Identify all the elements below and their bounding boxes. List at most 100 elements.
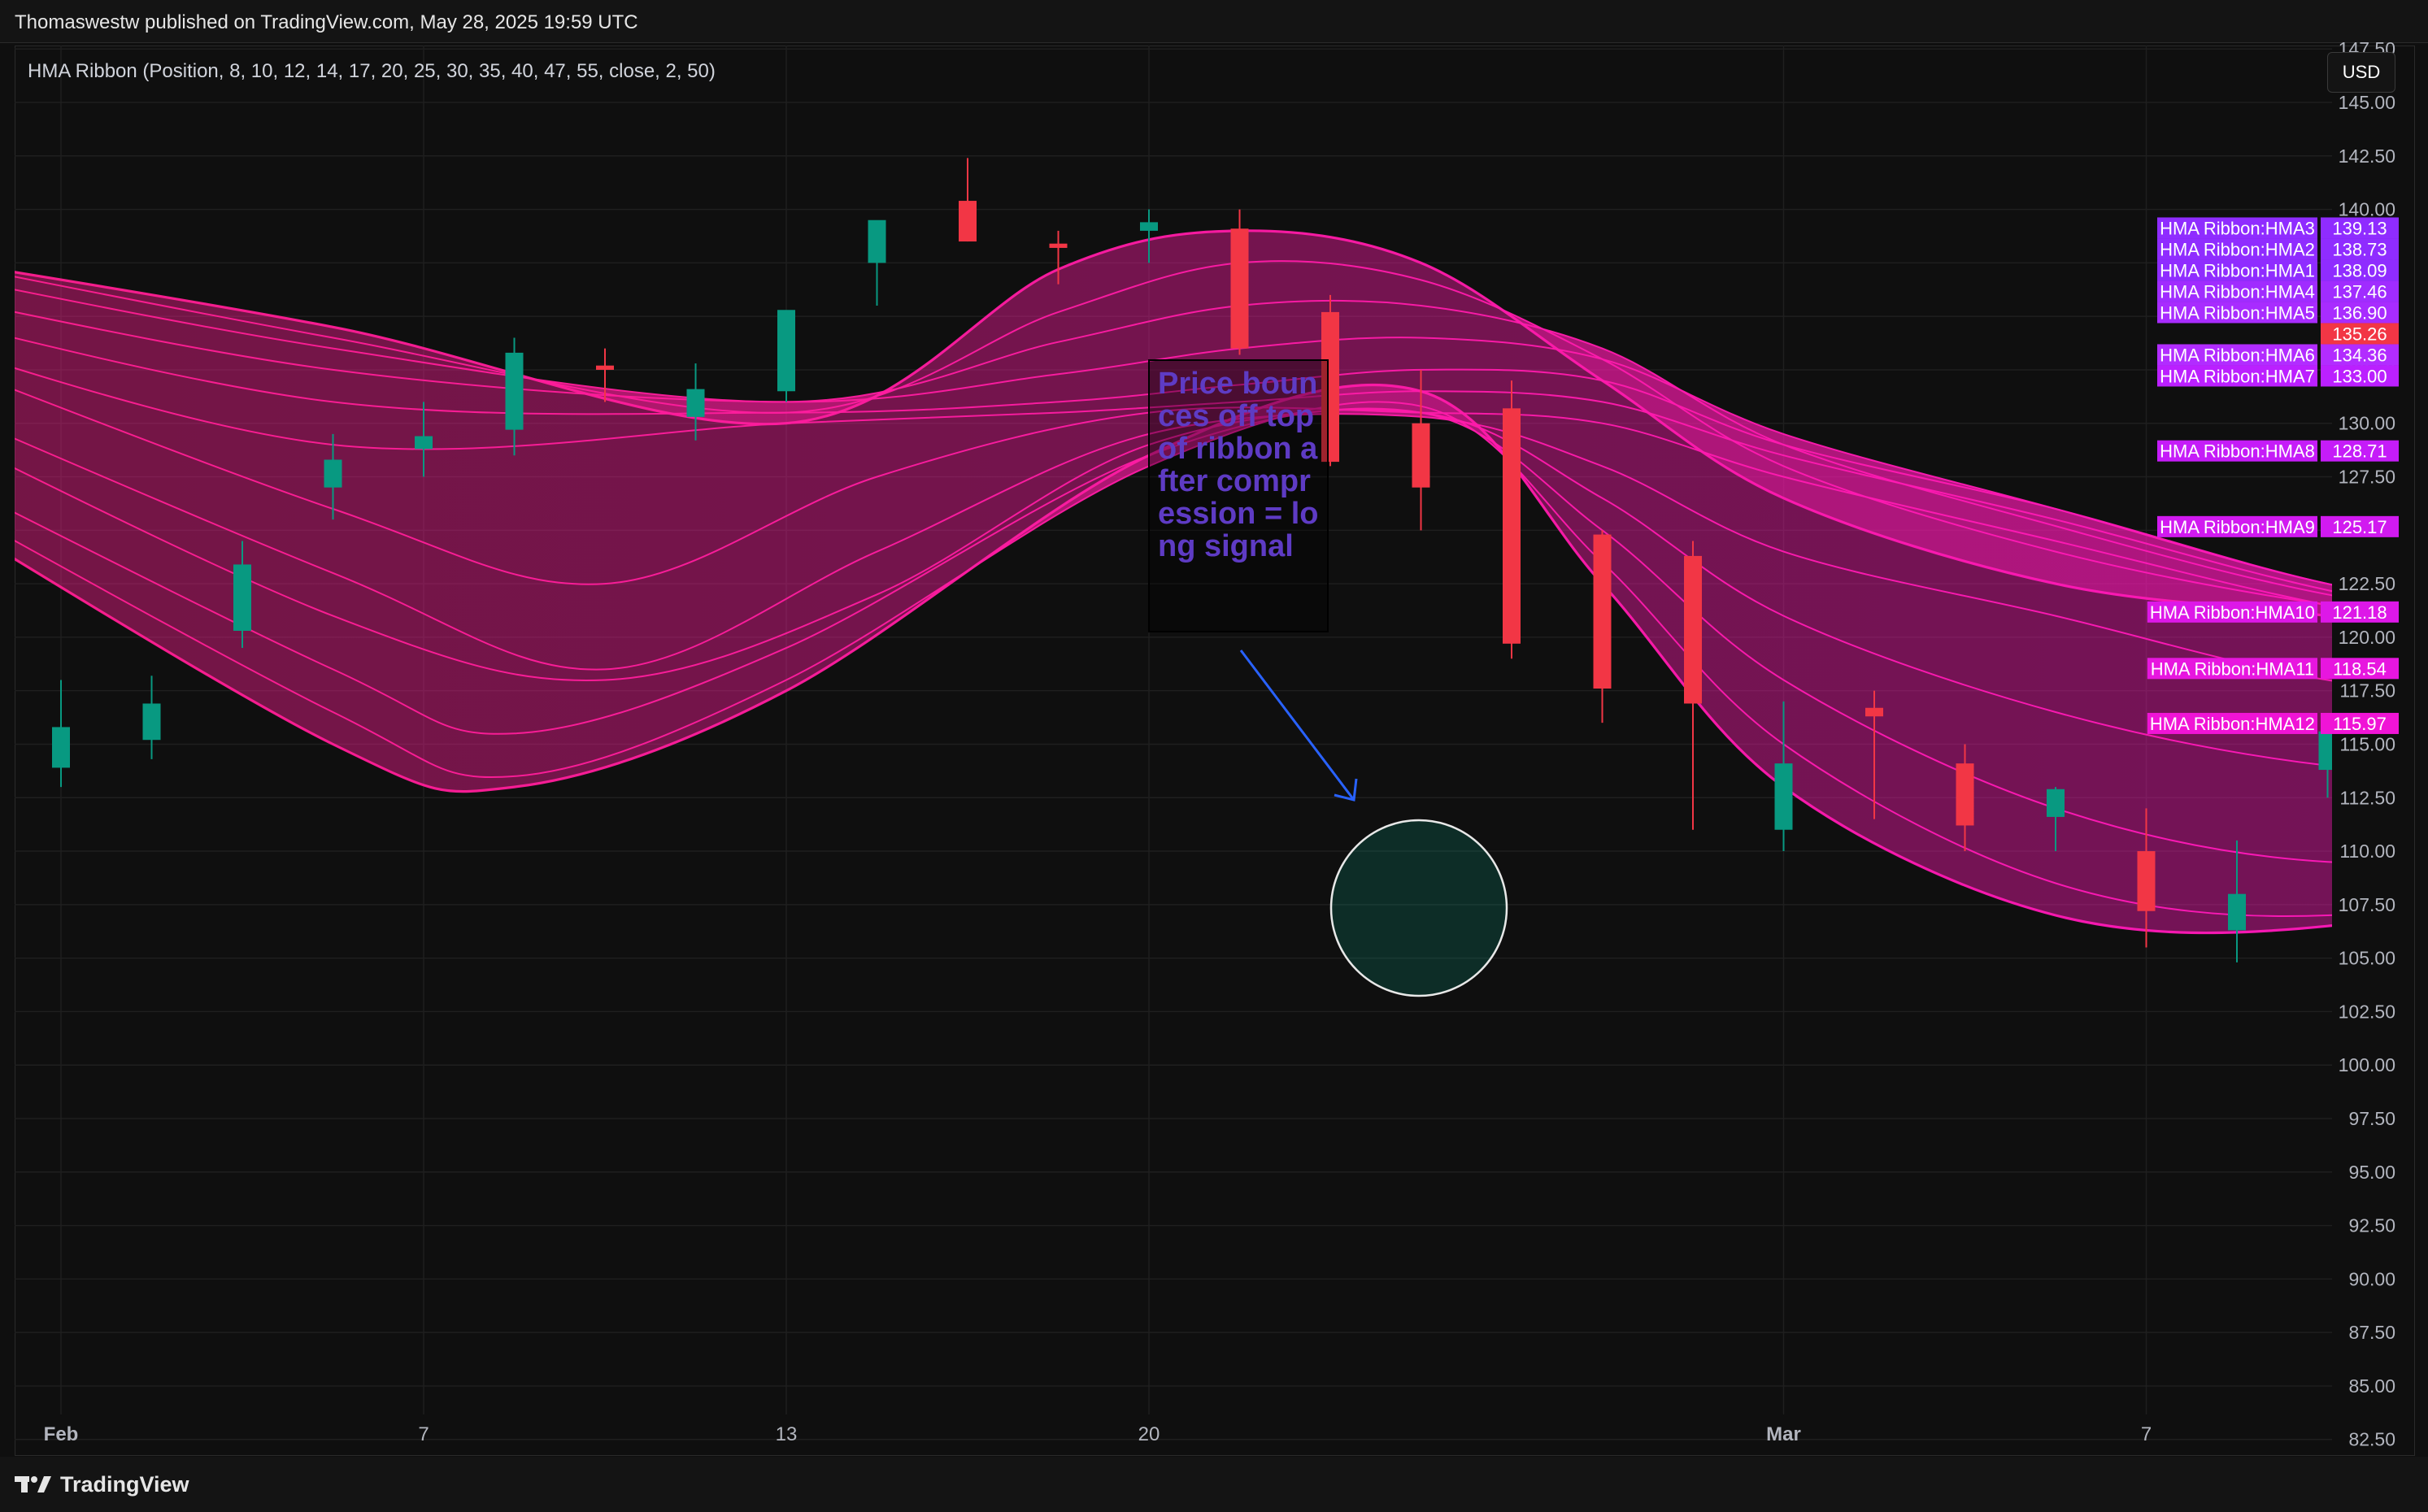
candle	[1230, 209, 1249, 355]
candle	[1503, 380, 1521, 659]
candle	[2047, 787, 2065, 852]
ribbon-value-box	[2321, 344, 2399, 366]
candle	[324, 433, 342, 520]
candle	[2137, 808, 2156, 948]
price-tick-label: 87.50	[2348, 1322, 2395, 1343]
last-price-label: 135.26	[2321, 323, 2399, 345]
ribbon-value-text: 136.90	[2332, 302, 2387, 323]
candle-body	[1503, 408, 1521, 644]
ribbon-fill-band	[15, 408, 2332, 862]
ribbon-fill-band	[15, 311, 2332, 585]
candle	[959, 158, 977, 242]
candle-body	[868, 219, 886, 263]
ribbon-value-text: 138.73	[2332, 239, 2387, 259]
ribbon-name-text: HMA Ribbon:HMA1	[2160, 260, 2315, 280]
ribbon-name-box	[2157, 217, 2317, 239]
price-tick-label: 90.00	[2348, 1268, 2395, 1289]
price-tick-label: 115.00	[2339, 733, 2395, 754]
ribbon-name-box	[2147, 712, 2317, 734]
ribbon-name-box	[2157, 365, 2317, 387]
ribbon-line-hma3	[15, 289, 2332, 597]
ribbon-name-box	[2147, 601, 2317, 623]
price-tick-label: 127.50	[2339, 467, 2395, 488]
candle	[1049, 230, 1068, 285]
candle-body	[415, 436, 433, 450]
footer-logo[interactable]: TradingView	[15, 1471, 189, 1497]
ribbon-name-box	[2157, 280, 2317, 302]
annotation-text-box[interactable]: Price bounces off top of ribbon after co…	[1148, 359, 1329, 632]
ribbon-value-box	[2321, 280, 2399, 302]
ribbon-label: 118.54 HMA Ribbon:HMA11	[2147, 658, 2399, 680]
candle	[2228, 840, 2246, 962]
ribbon-line-hma10	[15, 407, 2332, 863]
ribbon-line-hma8	[15, 413, 2332, 682]
indicator-legend[interactable]: HMA Ribbon (Position, 8, 10, 12, 14, 17,…	[28, 60, 716, 82]
ribbon-name-text: HMA Ribbon:HMA11	[2151, 658, 2314, 679]
ribbon-name-text: HMA Ribbon:HMA12	[2150, 714, 2315, 734]
ribbon-name-box	[2157, 440, 2317, 462]
price-tick-label: 110.00	[2339, 841, 2395, 862]
price-tick-label: 100.00	[2339, 1054, 2395, 1075]
footer-bar: TradingView	[0, 1457, 2428, 1512]
price-tick-label: 140.00	[2339, 199, 2395, 220]
ribbon-value-text: 137.46	[2332, 281, 2387, 302]
ribbon-value-text: 135.26	[2332, 324, 2387, 344]
ribbon-value-text: 118.54	[2333, 658, 2387, 679]
candle-body	[2137, 851, 2156, 911]
price-tick-label: 92.50	[2348, 1215, 2395, 1236]
ribbon-value-labels: 139.13 HMA Ribbon:HMA3 138.73 HMA Ribbon:HM…	[2147, 217, 2399, 734]
ribbon-value-box	[2321, 658, 2399, 680]
plot-area	[15, 158, 2332, 997]
ribbon-line-hma11	[15, 401, 2332, 918]
time-tick-label: 13	[776, 1423, 798, 1445]
ribbon-label: 133.00 HMA Ribbon:HMA7	[2157, 365, 2399, 387]
ribbon-label: 134.36 HMA Ribbon:HMA6	[2157, 344, 2399, 366]
ribbon-name-box	[2157, 302, 2317, 324]
ribbon-name-text: HMA Ribbon:HMA8	[2160, 441, 2315, 462]
ribbon-label: 121.18 HMA Ribbon:HMA10	[2147, 601, 2399, 623]
candle-body	[959, 201, 977, 242]
candle	[686, 363, 705, 441]
price-tick-label: 97.50	[2348, 1108, 2395, 1129]
candle-body	[1140, 222, 1158, 231]
candle-body	[1049, 243, 1068, 248]
ribbon-fill-band	[15, 289, 2332, 596]
currency-button[interactable]: USD	[2327, 52, 2395, 93]
ribbon-name-text: HMA Ribbon:HMA7	[2160, 366, 2315, 386]
candle	[777, 310, 795, 402]
candle	[2318, 731, 2332, 798]
candle-body	[1956, 763, 1974, 826]
candle-body	[1412, 423, 1430, 488]
price-tick-label: 142.50	[2339, 146, 2395, 167]
ribbon-value-text: 121.18	[2332, 602, 2387, 623]
ribbon-name-text: HMA Ribbon:HMA9	[2160, 517, 2315, 537]
ribbon-value-box	[2321, 440, 2399, 462]
ribbon-label: 136.90 HMA Ribbon:HMA5	[2157, 302, 2399, 324]
price-tick-label: 145.00	[2339, 92, 2395, 113]
price-tick-label: 107.50	[2339, 894, 2395, 915]
candle-body	[2318, 731, 2332, 771]
ribbon-value-box	[2321, 259, 2399, 281]
header-bar: Thomaswestw published on TradingView.com…	[0, 0, 2428, 43]
candle	[868, 219, 886, 306]
ribbon-value-text: 133.00	[2332, 366, 2387, 386]
ribbon-label: 138.09 HMA Ribbon:HMA1	[2157, 259, 2399, 281]
highlight-circle	[1329, 819, 1508, 997]
ribbon-fill-band	[15, 402, 2332, 917]
candle	[142, 676, 161, 759]
candle	[1593, 530, 1612, 723]
candle-body	[233, 564, 251, 631]
time-tick-label: 20	[1138, 1423, 1160, 1445]
price-tick-label: 102.50	[2339, 1001, 2395, 1022]
candle	[415, 402, 433, 477]
price-tick-label: 85.00	[2348, 1375, 2395, 1397]
ribbon-value-box	[2321, 302, 2399, 324]
candle-body	[52, 727, 70, 768]
candle-body	[596, 365, 614, 370]
candle-body	[1684, 555, 1702, 704]
candle-body	[1865, 707, 1883, 717]
ribbon-label: 125.17 HMA Ribbon:HMA9	[2157, 515, 2399, 537]
time-tick-label: Mar	[1766, 1423, 1801, 1445]
time-tick-label: Feb	[44, 1423, 79, 1445]
